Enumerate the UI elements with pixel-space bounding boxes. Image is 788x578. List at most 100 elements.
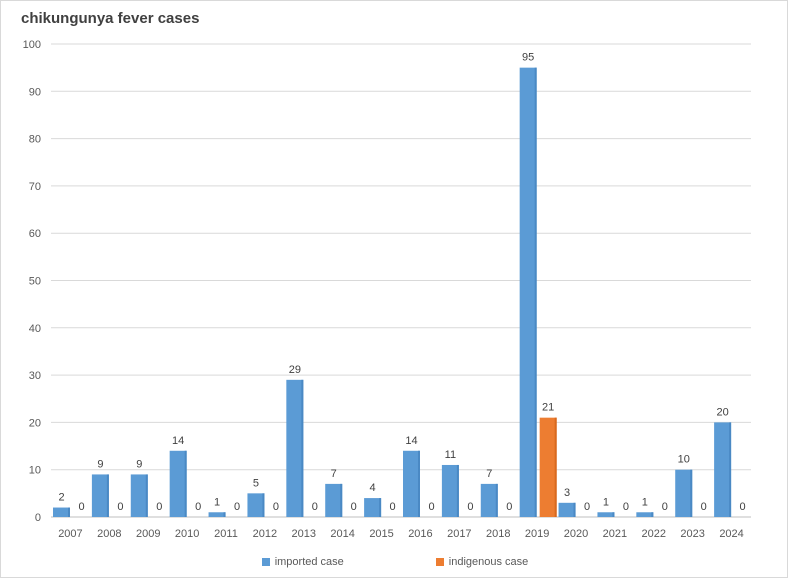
x-tick-label: 2013: [292, 528, 316, 540]
x-tick-label: 2011: [214, 528, 238, 540]
bar-imported: [364, 498, 382, 517]
data-label: 14: [405, 435, 417, 447]
bar-imported: [441, 464, 459, 517]
data-label: 1: [603, 496, 609, 508]
data-label: 0: [701, 501, 707, 513]
data-label: 0: [234, 501, 240, 513]
x-tick-label: 2010: [175, 528, 199, 540]
x-tick-label: 2014: [330, 528, 354, 540]
bar-imported: [558, 502, 576, 517]
bar-imported: [636, 512, 654, 517]
data-label: 0: [390, 501, 396, 513]
data-label: 1: [214, 496, 220, 508]
data-label: 0: [506, 501, 512, 513]
x-tick-label: 2021: [603, 528, 627, 540]
legend-item-imported: imported case: [261, 556, 344, 568]
x-tick-label: 2007: [58, 528, 82, 540]
legend-label-imported: imported case: [274, 556, 344, 568]
bar-imported-edge: [145, 474, 148, 517]
data-label: 0: [584, 501, 590, 513]
bar-imported: [325, 483, 343, 517]
bar-imported-edge: [68, 507, 70, 517]
y-tick-label: 40: [29, 323, 41, 335]
bar-imported-edge: [456, 464, 459, 517]
bar-imported-edge: [418, 450, 420, 517]
x-tick-label: 2017: [447, 528, 471, 540]
y-tick-label: 50: [29, 276, 41, 288]
bar-indigenous-edge: [554, 417, 557, 517]
data-label: 0: [740, 501, 746, 513]
y-tick-label: 30: [29, 370, 41, 382]
x-tick-label: 2023: [680, 528, 704, 540]
x-tick-label: 2020: [564, 528, 588, 540]
data-label: 0: [273, 501, 279, 513]
data-label: 11: [445, 449, 456, 461]
bar-imported: [403, 450, 420, 517]
data-label: 3: [564, 487, 570, 499]
bar-imported-edge: [340, 483, 343, 517]
bar-imported-edge: [651, 512, 654, 517]
bar-imported: [247, 493, 265, 517]
legend-label-indigenous: indigenous case: [448, 556, 529, 568]
data-label: 0: [428, 501, 434, 513]
x-tick-label: 2012: [253, 528, 277, 540]
y-tick-label: 70: [29, 181, 41, 193]
x-tick-label: 2019: [525, 528, 549, 540]
data-label: 7: [331, 468, 337, 480]
bar-imported: [675, 469, 693, 517]
bar-imported: [286, 379, 304, 517]
bar-imported: [480, 483, 498, 517]
bar-imported-edge: [106, 474, 109, 517]
data-label: 14: [172, 435, 184, 447]
data-label: 9: [136, 458, 142, 470]
bar-imported-edge: [223, 512, 226, 517]
data-label: 5: [253, 477, 259, 489]
bar-imported: [53, 507, 70, 517]
data-label: 0: [467, 501, 473, 513]
bar-imported: [714, 422, 732, 517]
bar-imported-edge: [184, 450, 187, 517]
bar-imported: [597, 512, 615, 517]
data-label: 0: [117, 501, 123, 513]
legend-swatch-indigenous: [435, 558, 444, 566]
bar-imported-edge: [729, 422, 732, 517]
x-tick-label: 2022: [642, 528, 666, 540]
bar-imported: [208, 512, 226, 517]
y-tick-label: 10: [29, 465, 41, 477]
data-label: 20: [716, 406, 728, 418]
bar-imported: [130, 474, 148, 517]
y-tick-label: 60: [29, 228, 41, 240]
data-label: 1: [642, 496, 648, 508]
bar-imported: [519, 67, 537, 518]
bar-imported-edge: [301, 379, 304, 517]
bar-imported: [91, 474, 109, 517]
legend-item-indigenous: indigenous case: [435, 556, 529, 568]
bar-imported-edge: [534, 67, 537, 518]
data-label: 0: [312, 501, 318, 513]
x-tick-label: 2009: [136, 528, 160, 540]
bar-indigenous: [539, 417, 557, 517]
data-label: 0: [195, 501, 201, 513]
data-label: 7: [486, 468, 492, 480]
data-label: 0: [351, 501, 357, 513]
bar-imported-edge: [262, 493, 265, 517]
bar-imported-edge: [573, 502, 576, 517]
chart-title: chikungunya fever cases: [21, 10, 200, 27]
y-tick-label: 100: [23, 39, 41, 51]
data-label: 0: [662, 501, 668, 513]
x-tick-label: 2008: [97, 528, 121, 540]
data-label: 2: [58, 492, 64, 504]
bar-imported: [169, 450, 187, 517]
bar-imported-edge: [495, 483, 498, 517]
bar-imported-edge: [612, 512, 615, 517]
y-tick-label: 20: [29, 417, 41, 429]
y-tick-label: 0: [35, 512, 41, 524]
legend-swatch-imported: [261, 558, 270, 566]
data-label: 29: [289, 364, 301, 376]
data-label: 95: [522, 52, 534, 64]
data-label: 9: [97, 458, 103, 470]
x-tick-label: 2015: [369, 528, 393, 540]
legend: imported case indigenous case: [1, 556, 787, 568]
y-tick-label: 90: [29, 86, 41, 98]
